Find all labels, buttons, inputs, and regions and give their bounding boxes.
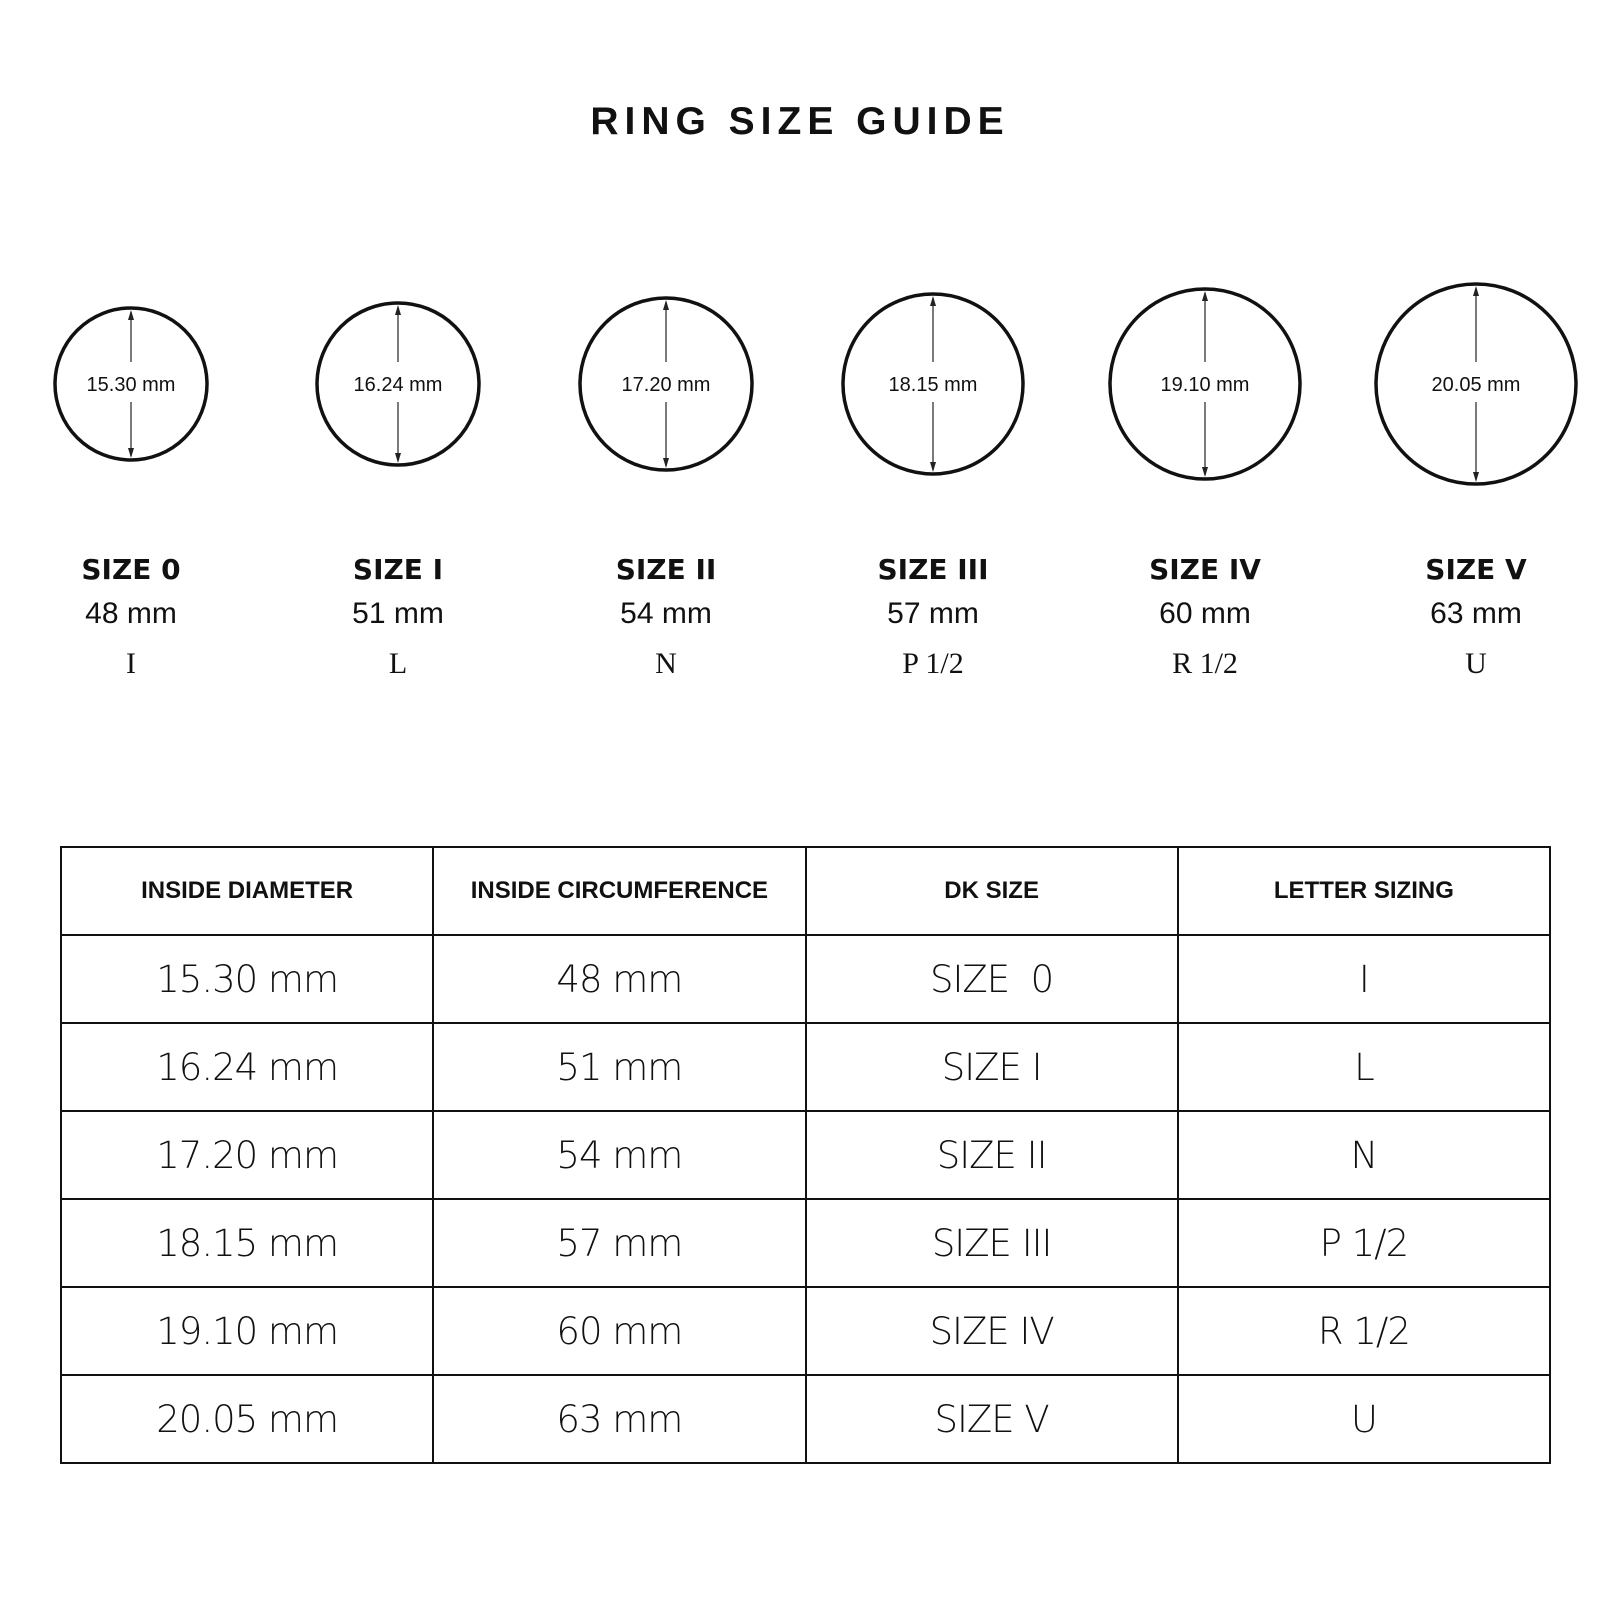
dk-size: SIZE I (352, 553, 444, 586)
header-inside-diameter: INSIDE DIAMETER (59, 846, 435, 936)
table-cell: U (1176, 1374, 1552, 1464)
table-cell: 20.05 mm (59, 1374, 435, 1464)
circumference: 48 mm (85, 597, 177, 630)
ring-diameter-label: 18.15 mm (889, 374, 978, 396)
circumference: 57 mm (887, 597, 979, 630)
ring-diameter-label: 16.24 mm (354, 374, 443, 396)
letter-size: R 1/2 (1172, 647, 1238, 680)
ring-circle-icon: 18.15 mm (841, 292, 1025, 476)
dk-size: SIZE V (1425, 553, 1527, 586)
table-cell: 48 mm (432, 934, 807, 1024)
ring-circle-icon: 15.30 mm (53, 306, 209, 462)
letter-size: P 1/2 (902, 647, 964, 680)
table-cell: R 1/2 (1176, 1286, 1552, 1376)
header-dk-size: DK SIZE (804, 846, 1179, 936)
ring-circle-icon: 16.24 mm (315, 301, 481, 467)
ring-diagram: 16.24 mm (315, 301, 481, 472)
letter-size: L (388, 647, 408, 680)
table-cell: I (1176, 934, 1552, 1024)
table-cell: 15.30 mm (59, 934, 435, 1024)
table-row: 18.15 mm 57 mm SIZE III P 1/2 (59, 1198, 1552, 1288)
table-cell: SIZE 0 (804, 934, 1179, 1024)
table-cell: 16.24 mm (59, 1022, 435, 1112)
table-cell: 60 mm (432, 1286, 807, 1376)
table-cell: 51 mm (432, 1022, 807, 1112)
table-cell: 18.15 mm (59, 1198, 435, 1288)
dk-size: SIZE III (877, 553, 989, 586)
table-header-row: INSIDE DIAMETER INSIDE CIRCUMFERENCE DK … (59, 846, 1552, 936)
ring-circle-icon: 20.05 mm (1374, 282, 1578, 486)
table-cell: 63 mm (432, 1374, 807, 1464)
dk-size: SIZE II (615, 553, 717, 586)
ring-diagram: 19.10 mm (1108, 287, 1302, 486)
circumference: 51 mm (352, 597, 444, 630)
size-table: INSIDE DIAMETER INSIDE CIRCUMFERENCE DK … (59, 846, 1552, 1464)
header-letter-sizing: LETTER SIZING (1176, 846, 1552, 936)
ring-circle-icon: 19.10 mm (1108, 287, 1302, 481)
table-cell: SIZE V (804, 1374, 1179, 1464)
table-cell: SIZE III (804, 1198, 1179, 1288)
ring-diagram: 17.20 mm (578, 296, 754, 477)
table-cell: 54 mm (432, 1110, 807, 1200)
dk-size: SIZE 0 (81, 553, 181, 586)
ring-circle-icon: 17.20 mm (578, 296, 754, 472)
table-cell: SIZE IV (804, 1286, 1179, 1376)
page-title: RING SIZE GUIDE (590, 100, 1010, 143)
ring-diameter-label: 20.05 mm (1432, 374, 1521, 396)
ring-diagram: 20.05 mm (1374, 282, 1578, 491)
table-cell: L (1176, 1022, 1552, 1112)
table-cell: 17.20 mm (59, 1110, 435, 1200)
header-inside-circumference: INSIDE CIRCUMFERENCE (432, 846, 807, 936)
table-cell: 57 mm (432, 1198, 807, 1288)
table-cell: SIZE II (804, 1110, 1179, 1200)
dk-size: SIZE IV (1149, 553, 1261, 586)
circumference: 54 mm (620, 597, 712, 630)
ring-diagram: 15.30 mm (53, 306, 209, 467)
table-cell: 19.10 mm (59, 1286, 435, 1376)
table-row: 17.20 mm 54 mm SIZE II N (59, 1110, 1552, 1200)
ring-diameter-label: 19.10 mm (1161, 374, 1250, 396)
letter-size: U (1465, 647, 1487, 680)
circumference: 63 mm (1430, 597, 1522, 630)
table-cell: N (1176, 1110, 1552, 1200)
ring-diagram: 18.15 mm (841, 292, 1025, 481)
table-row: 19.10 mm 60 mm SIZE IV R 1/2 (59, 1286, 1552, 1376)
letter-size: I (126, 647, 136, 680)
letter-size: N (655, 647, 677, 680)
ring-diameter-label: 17.20 mm (622, 374, 711, 396)
table-cell: SIZE I (804, 1022, 1179, 1112)
ring-diameter-label: 15.30 mm (87, 374, 176, 396)
circumference: 60 mm (1159, 597, 1251, 630)
table-cell: P 1/2 (1176, 1198, 1552, 1288)
